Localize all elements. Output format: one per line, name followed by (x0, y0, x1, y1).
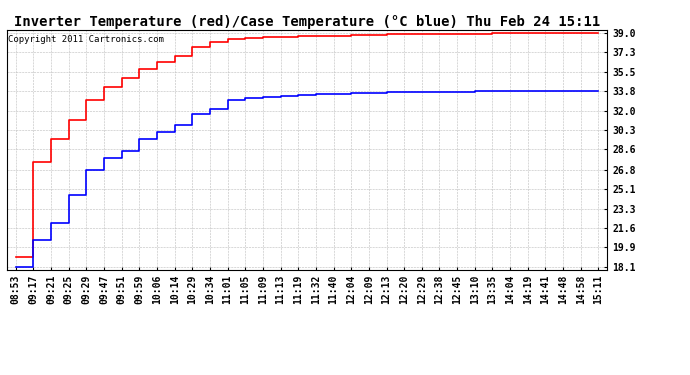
Text: Copyright 2011 Cartronics.com: Copyright 2011 Cartronics.com (8, 35, 164, 44)
Title: Inverter Temperature (red)/Case Temperature (°C blue) Thu Feb 24 15:11: Inverter Temperature (red)/Case Temperat… (14, 15, 600, 29)
